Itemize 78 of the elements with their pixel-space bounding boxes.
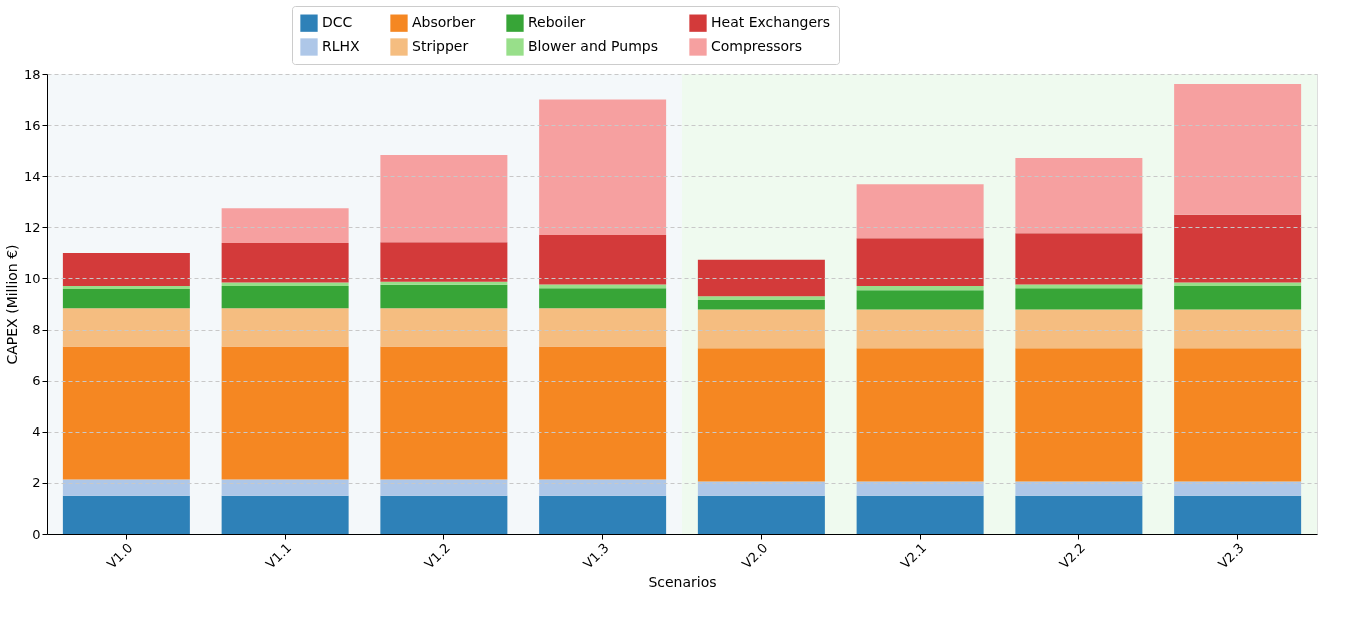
bar (380, 308, 508, 347)
bar (539, 308, 667, 347)
bar (856, 184, 984, 239)
bar (380, 495, 508, 534)
legend-label: Absorber (412, 14, 476, 31)
bar (62, 479, 190, 496)
bar (1174, 83, 1302, 215)
bar (62, 288, 190, 309)
x-axis-title: Scenarios (648, 573, 717, 590)
bar (1015, 481, 1143, 496)
bar (856, 481, 984, 496)
y-tick-label: 12 (23, 219, 41, 235)
bar (380, 242, 508, 282)
bar (380, 281, 508, 285)
bar (62, 286, 190, 289)
legend-label: DCC (322, 14, 353, 31)
bar (539, 99, 667, 235)
bar (697, 296, 825, 300)
bar (1174, 348, 1302, 482)
y-tick-label: 6 (32, 373, 41, 389)
bar (62, 252, 190, 287)
bar (221, 479, 349, 496)
legend-label: Stripper (412, 38, 469, 54)
y-tick-label: 0 (32, 526, 41, 542)
bar (380, 155, 508, 243)
bar (1174, 309, 1302, 349)
bar (856, 495, 984, 534)
bar (1174, 481, 1302, 496)
bar (856, 309, 984, 349)
bar (1015, 288, 1143, 310)
bar (1015, 158, 1143, 234)
bar (697, 495, 825, 534)
bar (62, 495, 190, 534)
bar (62, 346, 190, 480)
bar (539, 235, 667, 285)
legend-label: Compressors (711, 38, 803, 54)
y-tick-label: 18 (23, 66, 41, 82)
legend-label: Heat Exchangers (711, 14, 831, 31)
bar (380, 479, 508, 496)
legend-label: RLHX (322, 38, 361, 54)
legend-label: Reboiler (528, 14, 586, 31)
y-tick-label: 8 (32, 322, 41, 338)
bar (697, 309, 825, 349)
bar (1174, 495, 1302, 534)
bar (1015, 495, 1143, 534)
bar (221, 308, 349, 347)
bar (221, 346, 349, 480)
bar (697, 299, 825, 310)
bar (1015, 348, 1143, 482)
bar (697, 348, 825, 482)
y-axis-title: CAPEX (Million €) (3, 244, 20, 365)
bar (539, 479, 667, 496)
bar (539, 495, 667, 534)
y-tick-label: 10 (23, 270, 41, 286)
bar (856, 238, 984, 287)
bar (62, 308, 190, 347)
bar (1015, 233, 1143, 285)
bar (697, 259, 825, 297)
bar (1174, 286, 1302, 310)
bar (539, 288, 667, 309)
bar (539, 346, 667, 480)
bar (856, 290, 984, 310)
bar (221, 286, 349, 309)
legend-label: Blower and Pumps (528, 38, 659, 54)
y-tick-label: 2 (32, 475, 41, 491)
y-tick-label: 16 (23, 117, 41, 133)
bar (221, 495, 349, 534)
bar (856, 286, 984, 291)
bar (221, 208, 349, 243)
bar (856, 348, 984, 482)
bar (380, 346, 508, 480)
bar (380, 284, 508, 309)
bar (697, 481, 825, 496)
y-tick-label: 4 (32, 424, 41, 440)
bar (221, 242, 349, 283)
bar (1015, 309, 1143, 349)
bar (1174, 214, 1302, 283)
y-tick-label: 14 (23, 168, 41, 184)
